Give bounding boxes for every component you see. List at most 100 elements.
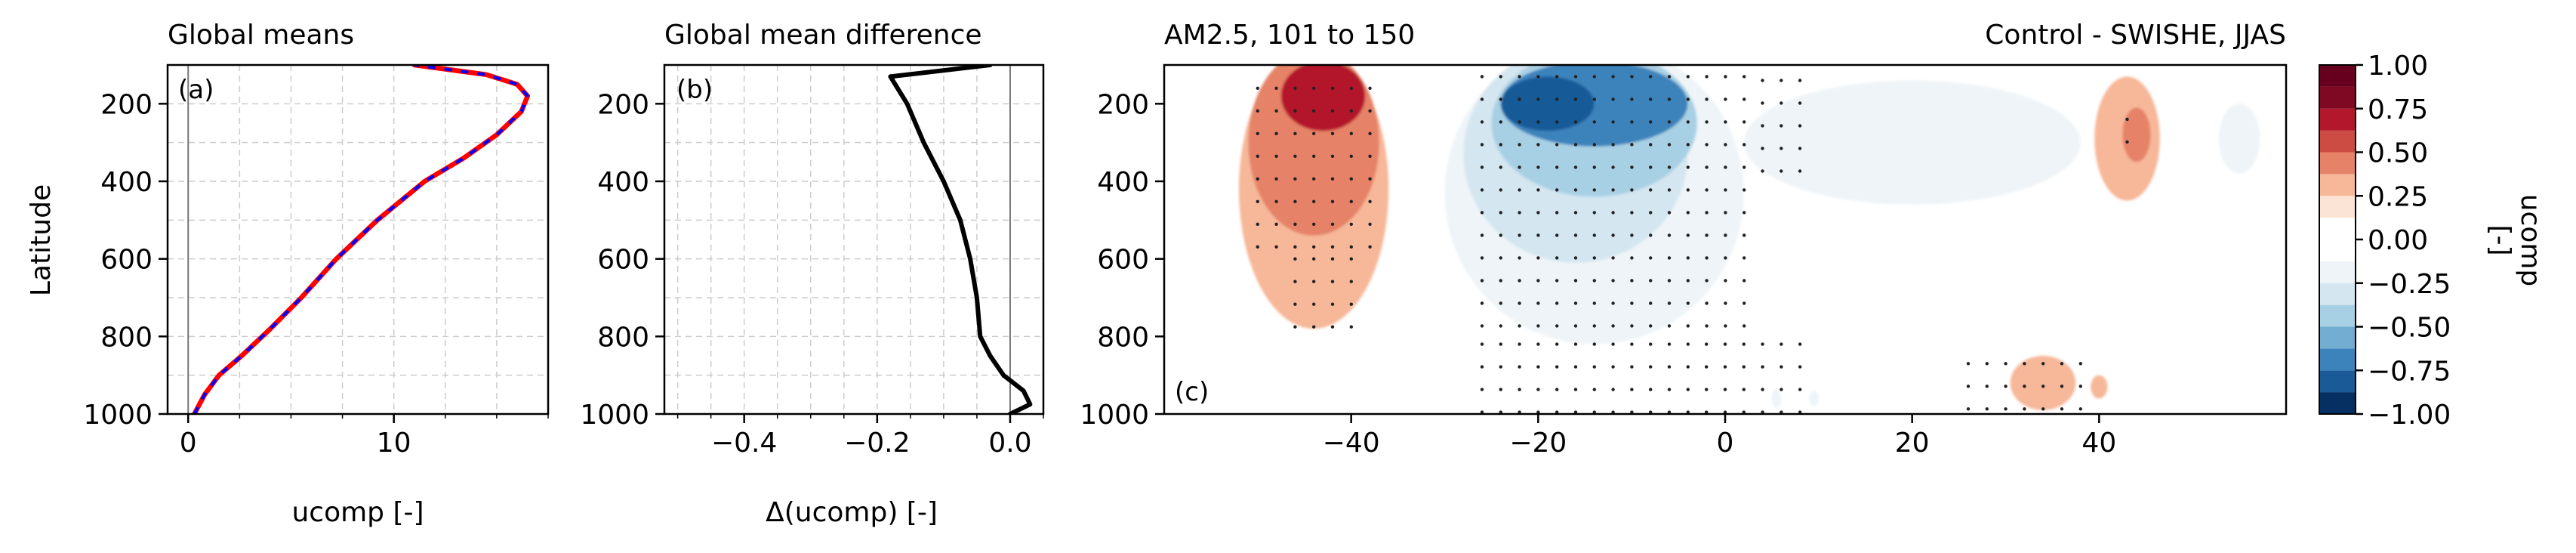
panel-c-stipple-dot: [1724, 233, 1727, 237]
panel-c-stipple-dot: [1480, 233, 1484, 237]
colorbar-level-block: [2319, 348, 2356, 371]
panel-c-stipple-dot: [1536, 188, 1540, 192]
panel-c-stipple-dot: [1349, 199, 1354, 203]
panel-c-stipple-dot: [1480, 342, 1484, 346]
panel-c-stipple-dot: [1573, 120, 1578, 124]
panel-c-stipple-dot: [1349, 154, 1354, 158]
panel-c-stipple-dot: [1555, 75, 1559, 79]
panel-c-stipple-dot: [1761, 410, 1764, 414]
panel-c-stipple-dot: [1667, 120, 1672, 124]
panel-c-stipple-dot: [1536, 342, 1540, 346]
panel-c-stipple-dot: [1555, 410, 1559, 414]
panel-c-xtick-label: 40: [2081, 428, 2116, 459]
panel-c-xtick-label: 20: [1895, 428, 1930, 459]
panel-c-stipple-dot: [2023, 385, 2026, 388]
panel-c-stipple-dot: [1256, 222, 1260, 226]
panel-c-stipple-dot: [1518, 165, 1521, 169]
colorbar-level-block: [2319, 304, 2356, 327]
panel-c-stipple-dot: [1536, 143, 1540, 147]
panel-c-stipple-dot: [1592, 256, 1596, 260]
panel-c-stipple-dot: [1555, 165, 1559, 169]
panel-c-stipple-dot: [1761, 124, 1764, 128]
panel-c-ytick-label: 400: [1097, 167, 1149, 198]
panel-a-title: Global means: [168, 20, 354, 51]
panel-c-stipple-dot: [1274, 131, 1278, 135]
panel-c-stipple-dot: [1536, 97, 1540, 101]
panel-c-stipple-dot: [1555, 233, 1559, 237]
panel-c-stipple-dot: [1686, 97, 1690, 101]
panel-c-stipple-dot: [2023, 407, 2026, 411]
panel-c-stipple-dot: [1349, 177, 1354, 181]
panel-c-stipple-dot: [2078, 407, 2082, 411]
panel-c-stipple-dot: [1742, 165, 1746, 169]
panel-c-stipple-dot: [1761, 101, 1764, 105]
panel-c-stipple-dot: [2078, 362, 2082, 366]
panel-c-stipple-dot: [2041, 362, 2045, 366]
panel-c-ytick-label: 600: [1097, 245, 1149, 276]
panel-c-xtick-label: −20: [1509, 428, 1567, 459]
panel-c-stipple-dot: [1611, 211, 1615, 215]
panel-c-stipple-dot: [1573, 388, 1578, 391]
panel-c-stipple-dot: [1330, 177, 1335, 181]
panel-c-stipple-dot: [1761, 388, 1764, 391]
panel-c-stipple-dot: [1256, 199, 1260, 203]
panel-c-stipple-dot: [1592, 143, 1596, 147]
panel-c-stipple-dot: [1686, 120, 1690, 124]
panel-c-stipple-dot: [1667, 97, 1672, 101]
panel-a-xtick-label: 0: [180, 428, 197, 459]
panel-c-stipple-dot: [1480, 301, 1484, 305]
panel-c-stipple-dot: [1573, 75, 1578, 79]
panel-c-stipple-dot: [1555, 256, 1559, 260]
panel-c-stipple-dot: [1330, 257, 1335, 261]
panel-c-stipple-dot: [1686, 365, 1690, 369]
panel-c-stipple-dot: [1293, 86, 1297, 91]
panel-c-stipple-dot: [1798, 124, 1802, 128]
panel-c-stipple-dot: [1798, 169, 1802, 173]
panel-c-stipple-dot: [1779, 79, 1783, 82]
panel-c-stipple-dot: [1499, 120, 1503, 124]
panel-b-label: (b): [676, 75, 713, 105]
panel-b-xtick-label: −0.2: [844, 428, 910, 459]
panel-c-stipple-dot: [1686, 301, 1690, 305]
panel-c-stipple-dot: [1667, 410, 1672, 414]
panel-c-stipple-dot: [1667, 233, 1672, 237]
panel-c-stipple-dot: [1330, 280, 1335, 283]
panel-c-stipple-dot: [1798, 79, 1802, 82]
panel-c-stipple-dot: [2023, 362, 2026, 366]
panel-c-stipple-dot: [1705, 342, 1709, 346]
panel-c-ytick-label: 200: [1097, 89, 1149, 120]
panel-c-stipple-dot: [1667, 143, 1672, 147]
panel-a-series-line: [192, 65, 531, 414]
panel-c-stipple-dot: [1518, 365, 1521, 369]
panel-c-stipple-dot: [1705, 188, 1709, 192]
panel-c-stipple-dot: [1667, 165, 1672, 169]
panel-c-stipple-dot: [1724, 165, 1727, 169]
panel-a-ytick-label: 600: [100, 245, 153, 276]
panel-c-stipple-dot: [1649, 233, 1653, 237]
panel-c-stipple-dot: [1724, 120, 1727, 124]
panel-c-stipple-dot: [1667, 324, 1672, 328]
panel-c-stipple-dot: [1742, 324, 1746, 328]
panel-c-stipple-dot: [1573, 301, 1578, 305]
panel-c-stipple-dot: [1312, 154, 1316, 158]
panel-c-stipple-dot: [1312, 325, 1316, 329]
panel-c-stipple-dot: [1649, 301, 1653, 305]
panel-c-stipple-dot: [1330, 154, 1335, 158]
panel-c-stipple-dot: [1518, 97, 1521, 101]
panel-c-stipple-dot: [1573, 233, 1578, 237]
panel-c-stipple-dot: [1499, 75, 1503, 79]
panel-c-stipple-dot: [1312, 280, 1316, 283]
panel-c-stipple-dot: [1985, 407, 1989, 411]
panel-c-stipple-dot: [1368, 199, 1372, 203]
panel-c-stipple-dot: [1649, 365, 1653, 369]
panel-c-stipple-dot: [1761, 342, 1764, 346]
panel-a: Global means 0 10 200 400 600 800 1000 (a) uco…: [26, 20, 550, 528]
panel-c-label: (c): [1175, 377, 1209, 407]
panel-c-stipple-dot: [1592, 365, 1596, 369]
panel-c-stipple-dot: [1555, 97, 1559, 101]
panel-c-stipple-dot: [1630, 365, 1634, 369]
colorbar-level-block: [2319, 218, 2356, 261]
panel-c-stipple-dot: [1480, 165, 1484, 169]
panel-c-stipple-dot: [1499, 143, 1503, 147]
panel-c-stipple-dot: [1330, 109, 1335, 113]
